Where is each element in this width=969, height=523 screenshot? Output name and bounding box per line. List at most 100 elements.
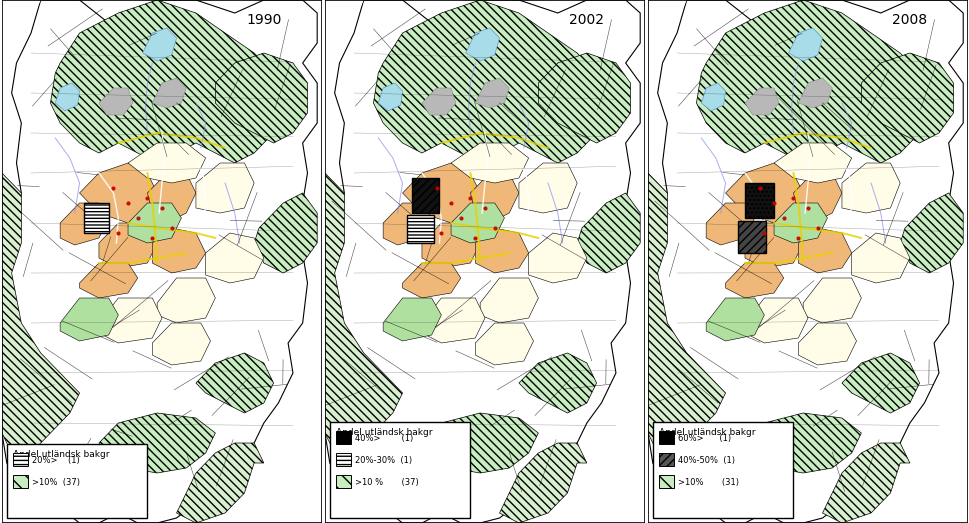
Point	[130, 214, 145, 222]
Point	[467, 234, 483, 242]
FancyBboxPatch shape	[335, 475, 351, 488]
Text: 2008: 2008	[891, 13, 926, 27]
Point	[751, 184, 766, 192]
Polygon shape	[744, 223, 802, 268]
Point	[775, 214, 791, 222]
Polygon shape	[254, 193, 317, 273]
Text: 1990: 1990	[246, 13, 281, 27]
Text: >10%       (31): >10% (31)	[677, 477, 738, 486]
Point	[154, 204, 170, 212]
Polygon shape	[152, 78, 186, 108]
Polygon shape	[422, 223, 480, 268]
Polygon shape	[422, 413, 538, 473]
Polygon shape	[407, 215, 433, 243]
Polygon shape	[84, 203, 109, 233]
Text: 2002: 2002	[569, 13, 604, 27]
Polygon shape	[793, 173, 841, 223]
FancyBboxPatch shape	[7, 444, 147, 518]
Text: 20%-30%  (1): 20%-30% (1)	[355, 456, 412, 464]
Point	[428, 184, 444, 192]
Point	[766, 199, 781, 207]
Polygon shape	[797, 323, 856, 365]
Polygon shape	[2, 0, 41, 173]
Polygon shape	[325, 173, 402, 453]
Point	[799, 204, 815, 212]
Polygon shape	[696, 0, 928, 163]
Polygon shape	[325, 0, 363, 173]
FancyBboxPatch shape	[335, 431, 351, 444]
Polygon shape	[422, 298, 484, 343]
Polygon shape	[205, 233, 264, 283]
Point	[486, 224, 502, 232]
Polygon shape	[475, 323, 533, 365]
FancyBboxPatch shape	[13, 475, 28, 488]
Polygon shape	[50, 0, 283, 163]
Polygon shape	[79, 263, 138, 298]
Point	[164, 224, 179, 232]
Polygon shape	[196, 353, 273, 413]
Polygon shape	[744, 183, 773, 218]
Polygon shape	[705, 298, 764, 341]
Point	[144, 234, 160, 242]
Polygon shape	[822, 443, 909, 523]
Polygon shape	[152, 323, 210, 365]
Polygon shape	[2, 173, 79, 453]
Polygon shape	[744, 88, 778, 115]
FancyBboxPatch shape	[329, 422, 470, 518]
Point	[433, 229, 449, 237]
Point	[110, 229, 126, 237]
Polygon shape	[773, 143, 851, 183]
Polygon shape	[797, 228, 851, 273]
Polygon shape	[860, 53, 953, 143]
Polygon shape	[383, 298, 441, 341]
Polygon shape	[142, 28, 176, 61]
Polygon shape	[744, 413, 860, 473]
Polygon shape	[518, 353, 596, 413]
Text: Andel utländsk bakgr: Andel utländsk bakgr	[658, 428, 754, 437]
Polygon shape	[128, 143, 205, 183]
Point	[140, 194, 155, 202]
Polygon shape	[841, 163, 899, 213]
Polygon shape	[2, 0, 317, 523]
Polygon shape	[147, 173, 196, 223]
Polygon shape	[577, 193, 640, 273]
Text: Andel utländsk bakgr: Andel utländsk bakgr	[335, 428, 431, 437]
Polygon shape	[802, 278, 860, 323]
Text: 40%>        (1): 40%> (1)	[355, 434, 413, 442]
Polygon shape	[725, 263, 783, 298]
Polygon shape	[402, 263, 460, 298]
Polygon shape	[373, 0, 606, 163]
Point	[756, 229, 771, 237]
Text: >10%  (37): >10% (37)	[32, 477, 79, 486]
Point	[790, 234, 805, 242]
Point	[106, 184, 121, 192]
Polygon shape	[475, 228, 528, 273]
Polygon shape	[480, 278, 538, 323]
Point	[443, 199, 458, 207]
Point	[477, 204, 492, 212]
Polygon shape	[157, 278, 215, 323]
Point	[453, 214, 468, 222]
Polygon shape	[475, 78, 509, 108]
Polygon shape	[325, 0, 640, 523]
Polygon shape	[899, 193, 962, 273]
Polygon shape	[60, 298, 118, 341]
FancyBboxPatch shape	[658, 453, 673, 466]
Point	[120, 199, 136, 207]
FancyBboxPatch shape	[652, 422, 793, 518]
Text: 60%>      (1): 60%> (1)	[677, 434, 731, 442]
Polygon shape	[99, 223, 157, 268]
Polygon shape	[470, 173, 518, 223]
Polygon shape	[841, 353, 919, 413]
Polygon shape	[518, 163, 577, 213]
Polygon shape	[215, 53, 307, 143]
Polygon shape	[499, 443, 586, 523]
Polygon shape	[152, 228, 205, 273]
Polygon shape	[99, 413, 215, 473]
Point	[809, 224, 825, 232]
Polygon shape	[788, 28, 822, 61]
Polygon shape	[412, 178, 439, 213]
Polygon shape	[647, 0, 686, 173]
Polygon shape	[725, 163, 802, 223]
Polygon shape	[797, 78, 831, 108]
